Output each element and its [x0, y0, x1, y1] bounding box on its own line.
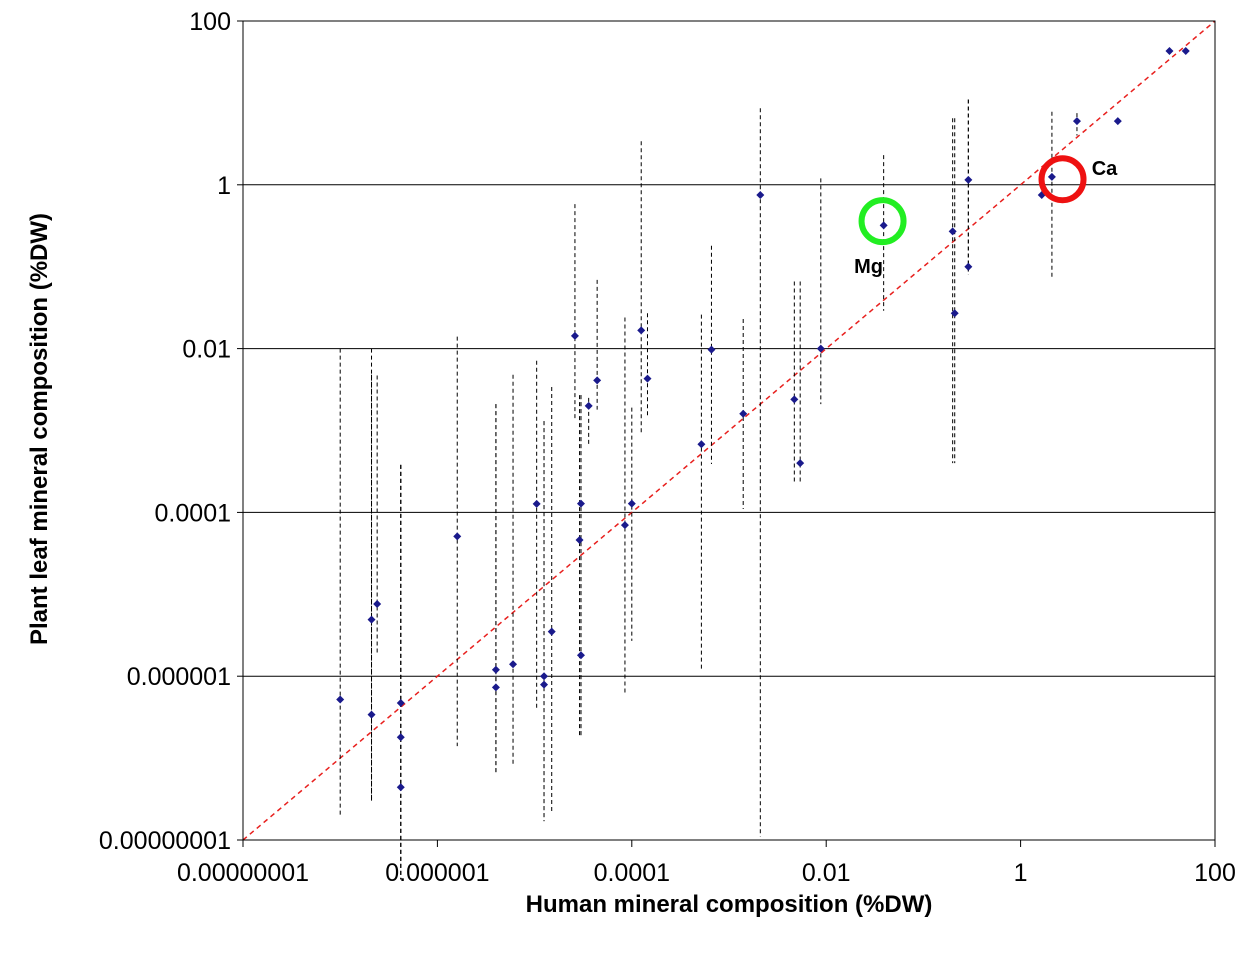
annotation-label-ca: Ca: [1092, 158, 1118, 180]
data-point: [570, 331, 579, 340]
data-point: [697, 440, 706, 449]
data-point: [509, 660, 518, 669]
annotations-layer: Mg Ca: [854, 155, 1118, 278]
data-point: [620, 521, 629, 530]
data-point: [816, 344, 825, 353]
x-tick-label: 0.01: [802, 859, 851, 887]
data-point: [576, 499, 585, 508]
highlight-circle-ca: [1038, 155, 1087, 204]
highlight-circle-mg: [858, 197, 907, 246]
data-points-layer: [336, 47, 1190, 792]
data-point: [1165, 47, 1174, 56]
y-tick-label: 0.0001: [155, 499, 231, 527]
data-point: [540, 680, 549, 689]
one-to-one-reference-line: [242, 20, 1216, 841]
x-axis-ticks: 0.00000001 0.000001 0.0001 0.01 1 100: [177, 840, 1236, 887]
data-point: [336, 695, 345, 704]
data-point: [627, 499, 636, 508]
plot-area: Mg Ca: [242, 20, 1216, 880]
y-tick-label: 1: [217, 172, 231, 200]
data-point: [1113, 117, 1122, 126]
data-point: [547, 627, 556, 636]
data-point: [1181, 47, 1190, 56]
data-point: [491, 665, 500, 674]
y-axis-ticks: 0.00000001 0.000001 0.0001 0.01 1 100: [99, 8, 243, 855]
x-tick-label: 100: [1194, 859, 1236, 887]
data-point: [739, 409, 748, 418]
data-point: [396, 733, 405, 742]
data-point: [593, 376, 602, 385]
data-point: [964, 175, 973, 184]
data-point: [796, 459, 805, 468]
y-axis-title: Plant leaf mineral composition (%DW): [26, 213, 53, 645]
data-point: [367, 710, 376, 719]
data-point: [790, 395, 799, 404]
data-point: [1072, 117, 1081, 126]
data-point: [756, 191, 765, 200]
data-point: [373, 600, 382, 609]
plot-frame: [242, 20, 1216, 841]
data-point: [637, 326, 646, 335]
x-tick-label: 0.00000001: [177, 859, 309, 887]
x-tick-label: 0.000001: [385, 859, 489, 887]
y-tick-label: 100: [189, 8, 231, 36]
data-point: [1047, 172, 1056, 181]
x-tick-label: 1: [1014, 859, 1028, 887]
data-point: [643, 374, 652, 383]
data-point: [396, 699, 405, 708]
data-point: [575, 536, 584, 545]
data-point: [707, 345, 716, 354]
data-point: [950, 309, 959, 318]
data-point: [453, 532, 462, 541]
y-tick-label: 0.00000001: [99, 827, 231, 855]
reference-line-layer: [242, 20, 1216, 841]
data-point: [396, 783, 405, 792]
data-point: [964, 262, 973, 271]
y-tick-label: 0.000001: [127, 663, 231, 691]
y-tick-label: 0.01: [182, 336, 231, 364]
data-point: [576, 651, 585, 660]
data-point: [879, 221, 888, 230]
data-point: [491, 683, 500, 692]
data-point: [532, 499, 541, 508]
x-axis-title: Human mineral composition (%DW): [526, 891, 933, 918]
error-bars-layer: [339, 99, 1078, 880]
x-tick-label: 0.0001: [594, 859, 670, 887]
data-point: [584, 401, 593, 410]
annotation-label-mg: Mg: [854, 256, 883, 278]
data-point: [948, 227, 957, 236]
data-point: [367, 615, 376, 624]
data-point: [540, 672, 549, 681]
